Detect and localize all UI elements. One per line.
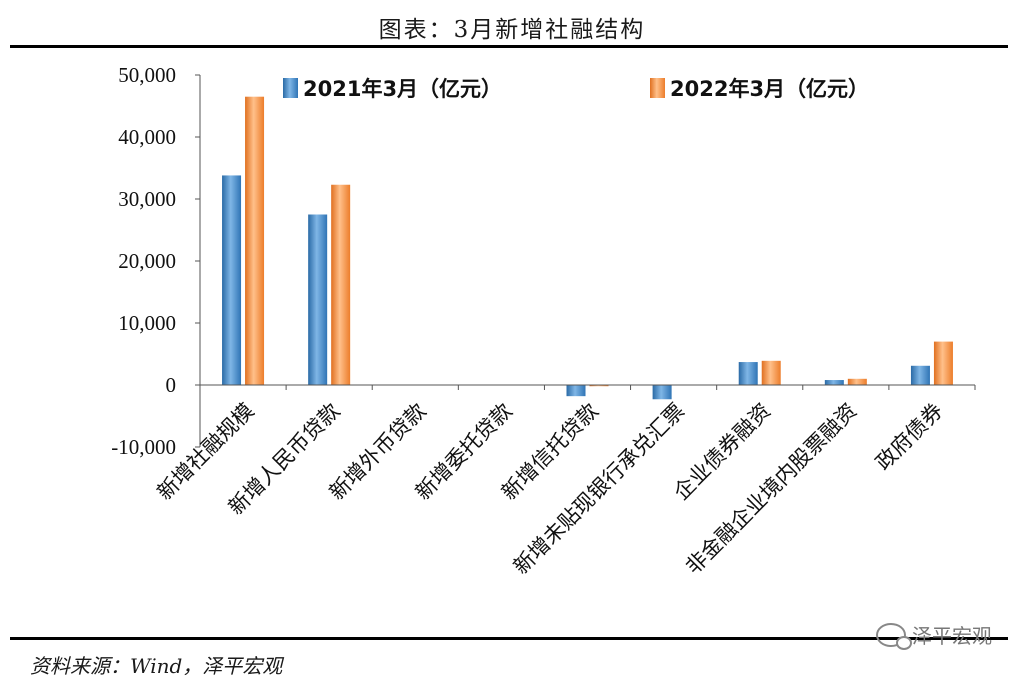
y-tick-label: 20,000 [118,249,176,273]
x-category-label: 新增未贴现银行承兑汇票 [509,399,689,579]
bar-series1-cat6 [652,385,672,400]
bar-series2-cat8 [847,378,867,385]
bar-series1-cat8 [824,380,844,385]
legend: 2021年3月（亿元） 2022年3月（亿元） [283,77,869,101]
bottom-rule [10,637,1008,640]
legend-label-2: 2022年3月（亿元） [670,77,869,101]
bar-series2-cat7 [761,360,781,385]
y-tick-label: 40,000 [118,125,176,149]
source-note: 资料来源：Wind，泽平宏观 [30,654,283,678]
bar-series1-cat5 [566,385,586,397]
y-tick-label: 0 [166,373,177,397]
y-tick-label: 10,000 [118,311,176,335]
x-axis: 新增社融规模新增人民币贷款新增外币贷款新增委托贷款新增信托贷款新增未贴现银行承兑… [153,384,976,579]
bar-series2-cat9 [933,341,953,385]
bars [222,96,953,400]
bar-series1-cat7 [738,362,758,385]
bar-series1-cat9 [910,365,930,385]
watermark: 泽平宏观 [876,620,992,650]
watermark-text: 泽平宏观 [912,624,992,648]
x-category-label: 政府债券 [871,399,947,475]
wechat-icon [876,622,912,650]
bar-series1-cat1 [222,175,242,385]
bar-series1-cat2 [308,214,328,385]
bar-series2-cat1 [245,96,265,385]
bar-chart: -10,000 0 10,000 20,000 30,000 40,000 50,000 新… [111,63,976,579]
bar-series2-cat5 [589,385,609,387]
legend-swatch-2 [650,78,665,98]
legend-label-1: 2021年3月（亿元） [303,77,502,101]
x-category-label: 非金融企业境内股票融资 [681,399,861,579]
y-tick-label: 50,000 [118,63,176,87]
y-tick-label: -10,000 [111,435,176,459]
bar-series2-cat2 [331,184,351,385]
figure-title: 图表：3月新增社融结构 [378,17,646,43]
top-rule [10,45,1008,48]
y-tick-label: 30,000 [118,187,176,211]
y-axis: -10,000 0 10,000 20,000 30,000 40,000 50,000 [111,63,201,459]
legend-swatch-1 [283,78,298,98]
